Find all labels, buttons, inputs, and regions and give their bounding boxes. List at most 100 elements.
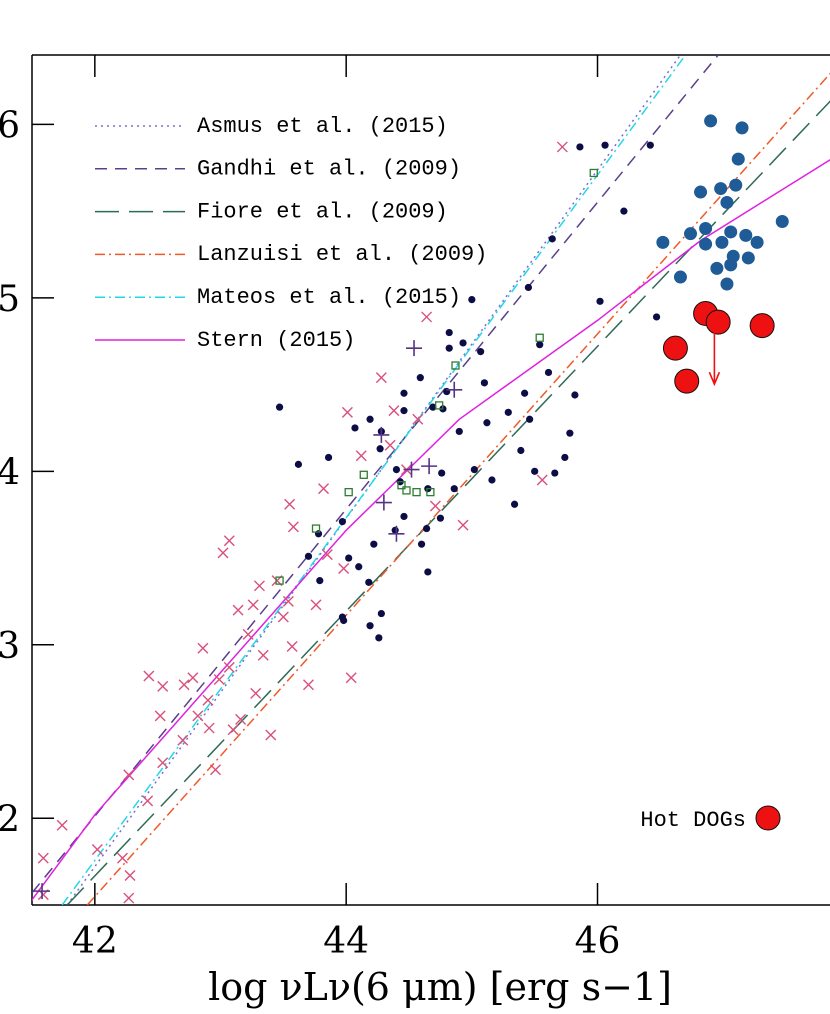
dot-marker xyxy=(741,251,755,265)
cross-marker xyxy=(257,649,269,661)
dot-marker xyxy=(596,297,604,305)
dot-marker xyxy=(673,270,687,284)
legend-label: Fiore et al. (2009) xyxy=(197,199,448,224)
plus-marker xyxy=(421,458,438,475)
dot-marker xyxy=(521,389,529,397)
square-marker xyxy=(344,487,353,497)
legend-label: Asmus et al. (2015) xyxy=(197,114,448,139)
upper-limit-arrow xyxy=(708,322,721,387)
dot-marker xyxy=(710,261,724,275)
dot-marker xyxy=(566,429,574,437)
plus-marker xyxy=(373,426,390,443)
cross-marker xyxy=(202,694,214,706)
y-tick-label: 45 xyxy=(0,279,20,320)
fit-line xyxy=(86,72,830,905)
dot-marker xyxy=(314,530,323,538)
cross-marker xyxy=(421,311,433,323)
square-marker xyxy=(426,487,435,497)
cross-marker xyxy=(253,580,265,592)
dot-marker xyxy=(750,235,764,249)
legend: Asmus et al. (2015) Gandhi et al. (2009) F… xyxy=(95,114,781,833)
dot-marker xyxy=(423,524,431,533)
dot-marker xyxy=(366,622,374,630)
cross-marker xyxy=(345,672,357,684)
cross-marker xyxy=(355,450,367,462)
cross-marker xyxy=(123,892,135,904)
dot-marker xyxy=(477,348,485,356)
square-marker xyxy=(359,470,368,479)
dot-marker xyxy=(417,540,426,548)
dot-marker xyxy=(391,526,399,534)
cross-marker xyxy=(56,819,68,831)
dot-marker xyxy=(324,453,333,462)
dot-marker xyxy=(576,143,584,151)
dot-marker xyxy=(620,207,628,215)
cross-marker xyxy=(91,843,103,855)
dot-marker xyxy=(450,485,458,493)
dot-marker xyxy=(715,235,729,249)
dot-marker xyxy=(724,225,738,239)
cross-marker xyxy=(203,722,215,734)
dot-marker xyxy=(775,215,789,229)
plus-marker xyxy=(446,381,463,398)
dot-marker xyxy=(720,195,734,209)
dot-marker xyxy=(561,453,569,462)
dot-marker xyxy=(548,235,556,243)
cross-marker xyxy=(223,661,235,673)
plus-marker xyxy=(406,340,423,357)
dot-marker xyxy=(459,339,467,347)
dot-marker xyxy=(652,313,661,321)
circle-marker xyxy=(662,335,688,361)
dot-marker xyxy=(483,419,491,427)
circle-marker xyxy=(749,313,775,339)
cross-marker xyxy=(375,372,387,384)
cross-marker xyxy=(213,673,225,685)
cross-marker xyxy=(321,549,333,561)
cross-marker xyxy=(192,710,204,722)
fit-line xyxy=(32,55,719,894)
x-axis-label: log νLν(6 μm) [erg s−1] xyxy=(208,965,672,1009)
cross-marker xyxy=(177,734,189,746)
square-marker xyxy=(275,576,284,585)
dot-marker xyxy=(355,563,363,571)
dot-marker xyxy=(445,344,453,352)
square-marker xyxy=(412,487,421,497)
dot-marker xyxy=(294,460,303,468)
cross-marker xyxy=(37,852,49,864)
dot-marker xyxy=(601,141,609,149)
fit-line xyxy=(66,100,830,905)
cross-marker xyxy=(235,713,247,725)
fit-line xyxy=(66,55,682,905)
legend-label: Gandhi et al. (2009) xyxy=(197,157,461,182)
cross-marker xyxy=(282,595,294,607)
cross-marker xyxy=(338,562,350,574)
cross-marker xyxy=(187,672,199,684)
square-marker xyxy=(535,333,544,342)
cross-marker xyxy=(223,535,235,547)
cross-marker xyxy=(318,483,330,495)
dot-marker xyxy=(470,465,478,474)
cross-marker xyxy=(412,413,424,425)
dot-marker xyxy=(488,476,496,484)
legend-label: Lanzuisi et al. (2009) xyxy=(197,242,487,267)
cross-marker xyxy=(124,870,136,882)
cross-marker xyxy=(536,474,548,486)
x-tick-label: 44 xyxy=(323,921,369,962)
y-tick-label: 43 xyxy=(0,626,20,667)
dot-marker xyxy=(480,379,489,387)
dot-marker xyxy=(338,518,347,526)
dot-marker xyxy=(729,178,743,192)
cross-marker xyxy=(242,628,254,640)
dot-marker xyxy=(699,221,713,235)
cross-marker xyxy=(429,500,441,512)
dot-marker xyxy=(400,389,408,397)
cross-marker xyxy=(178,679,190,691)
dot-marker xyxy=(366,415,374,423)
dot-marker xyxy=(510,500,519,508)
cross-marker xyxy=(143,670,155,682)
y-tick-label: 46 xyxy=(0,105,20,146)
dot-marker xyxy=(524,283,532,292)
dot-marker xyxy=(375,634,383,642)
cross-marker xyxy=(302,679,314,691)
